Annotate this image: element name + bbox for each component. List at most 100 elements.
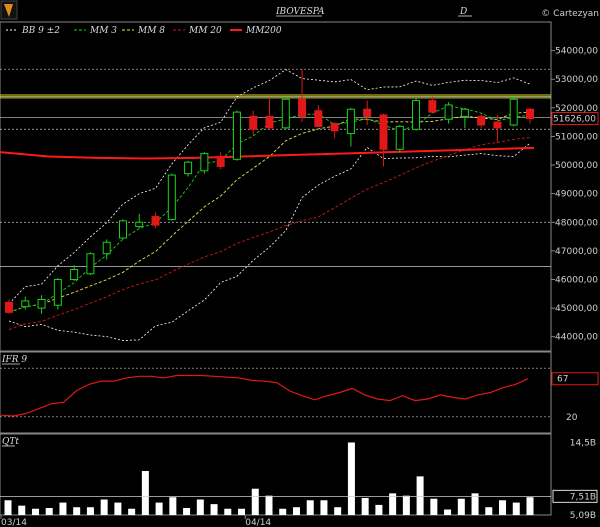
candle-body [330,123,339,132]
legend-item: MM 3 [89,26,117,36]
volume-bar [251,488,259,515]
mm200-line [0,146,535,160]
candle-body [21,300,30,308]
x-axis: 03/14 04/14 [0,515,271,527]
y-tick-label: 47000,00 [555,247,598,257]
candle-body [86,253,95,275]
volume-bar [238,508,246,515]
ifr-last-tag [551,372,599,386]
ifr-line [0,374,529,417]
y-tick-label: 44000,00 [555,333,598,343]
volume-tick-label: 14,5B [570,438,596,448]
x-tick-label: 04/14 [245,518,271,527]
candle-body [428,100,437,113]
volume-bar [45,507,53,515]
last-price-tag [551,112,599,126]
volume-bar [499,500,507,515]
volume-bar [471,493,479,515]
mm8-line [8,111,531,313]
volume-bar [334,507,342,515]
volume-bar [18,505,26,515]
volume-bar [306,500,314,515]
volume-bar [292,507,300,515]
candle-body [53,278,62,306]
volume-bar [224,508,232,515]
bollinger-upper-line [8,69,531,305]
symbol-label: IBOVESPA [275,7,325,17]
volume-bar [86,507,94,515]
volume-bar [210,504,218,515]
y-tick-label: 45000,00 [555,304,598,314]
candle-body [232,111,241,160]
volume-bar [457,498,465,515]
volume-bar [196,499,204,515]
volume-bar [128,508,136,515]
y-tick-label: 53000,00 [555,75,598,85]
mm20-line [8,137,531,330]
y-tick-label: 46000,00 [555,275,598,285]
y-tick-label: 49000,00 [555,190,598,200]
y-tick-label: 48000,00 [555,218,598,228]
volume-bar [100,499,108,515]
candle-body [167,174,176,220]
candle-body [412,100,421,130]
volume-bar [512,502,520,515]
volume-tick-label: 7,51B [570,492,596,502]
legend-item: MM 20 [188,26,222,36]
candle-body [102,241,111,255]
legend-item: MM 8 [137,26,165,36]
volume-bar [347,442,355,515]
candle-body [151,216,160,226]
candle-body [379,114,388,150]
x-tick-label: 03/14 [1,518,27,527]
volume-bar [31,508,39,515]
y-tick-label: 54000,00 [555,47,598,57]
period-label: D [459,7,467,17]
volume-bar [265,495,273,515]
volume-bar [444,509,452,515]
y-tick-label: 51000,00 [555,132,598,142]
volume-label: QTt [2,437,19,447]
volume-bar [59,502,67,515]
candle-body [5,301,13,313]
candle-body [460,108,469,117]
candle-body [135,221,144,228]
indicator-legend: BB 9 ±2 MM 3 MM 8 MM 20 MM200 [6,26,282,36]
volume-bar [389,493,397,515]
legend-item: BB 9 ±2 [21,26,60,36]
volume-bar [402,495,410,515]
y-tick-label: 50000,00 [555,161,598,171]
ifr-last-label: 67 [557,375,568,385]
volume-bar [416,476,424,515]
candle-body [444,104,453,120]
candle-body [265,115,274,129]
brand-label: © Cartezyan [541,9,599,19]
volume-average-tag [552,489,598,503]
cartezyan-logo-icon [0,0,18,20]
price-panel[interactable]: 44000,00 45000,00 46000,00 47000,00 48000,00… [0,47,599,343]
volume-bar [375,504,383,515]
volume-bar [141,470,149,515]
bollinger-lower-line [8,143,531,341]
candle-body [509,98,518,126]
volume-bar [4,500,12,515]
volume-bar [114,502,122,515]
candle-body [346,108,355,135]
candle-body [314,110,323,127]
ifr-tick-label: 20 [566,413,578,423]
candle-body [298,98,307,117]
mm3-line [8,105,531,313]
candle-body [70,268,79,280]
last-price-label: 51626,00 [553,115,596,125]
volume-bar [361,497,369,515]
volume-bar [526,497,534,515]
candle-body [216,155,225,167]
candle-body [526,108,534,120]
legend-item: MM200 [245,26,282,36]
volume-bar [430,498,438,515]
volume-panel[interactable]: 14,5B 7,51B 5,09B [0,438,598,521]
candle-body [395,125,404,150]
